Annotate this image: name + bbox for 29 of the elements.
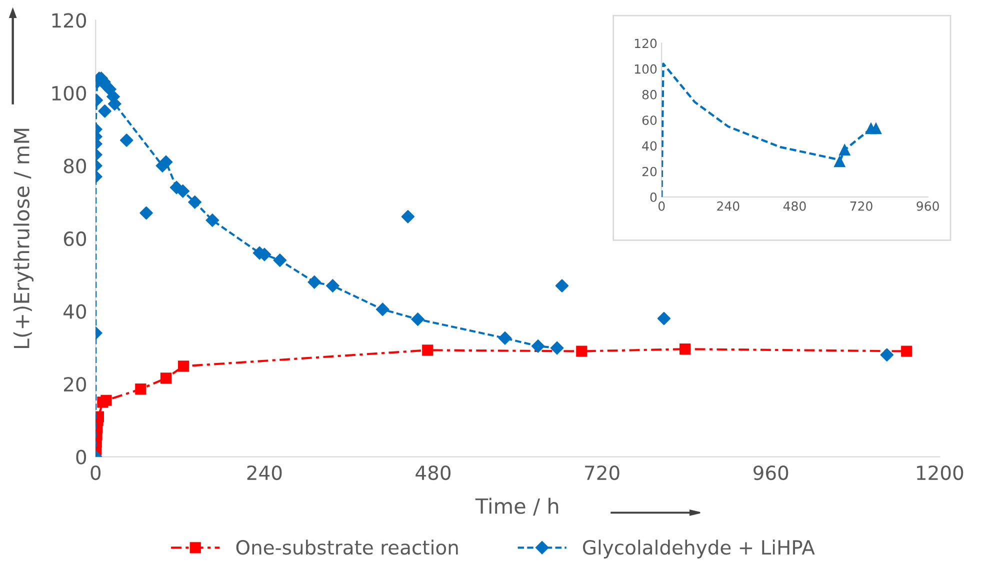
legend-label: Glycolaldehyde + LiHPA [583, 540, 815, 558]
y-tick-label: 100 [634, 64, 657, 74]
y-axis-title: L(+)Erythrulose / mM [13, 128, 34, 348]
y-tick-label: 60 [642, 116, 657, 126]
x-tick-label: 0 [90, 465, 101, 480]
y-tick-label: 60 [64, 231, 86, 246]
x-tick-label: 480 [783, 201, 806, 211]
legend-label: One-substrate reaction [236, 540, 458, 555]
x-tick-label: 960 [754, 465, 788, 480]
y-tick-label: 20 [64, 376, 86, 392]
y-tick-label: 20 [642, 166, 657, 176]
x-tick-label: 720 [585, 465, 620, 480]
y-tick-label: 120 [52, 13, 86, 28]
x-tick-label: 720 [850, 201, 872, 211]
x-tick-label: 1200 [917, 465, 964, 480]
y-tick-label: 40 [642, 141, 657, 151]
x-tick-label: 0 [658, 201, 665, 211]
x-tick-label: 240 [717, 201, 740, 211]
y-tick-label: 40 [64, 304, 86, 319]
x-tick-label: 240 [247, 465, 282, 480]
y-tick-label: 120 [634, 38, 657, 48]
x-axis-title: Time / h [475, 498, 558, 516]
y-tick-label: 0 [650, 192, 657, 202]
x-tick-label: 960 [916, 201, 939, 211]
y-tick-label: 100 [52, 86, 86, 101]
x-tick-label: 480 [416, 465, 451, 480]
y-tick-label: 0 [76, 450, 86, 464]
y-tick-label: 80 [64, 158, 86, 174]
y-tick-label: 80 [642, 90, 657, 100]
